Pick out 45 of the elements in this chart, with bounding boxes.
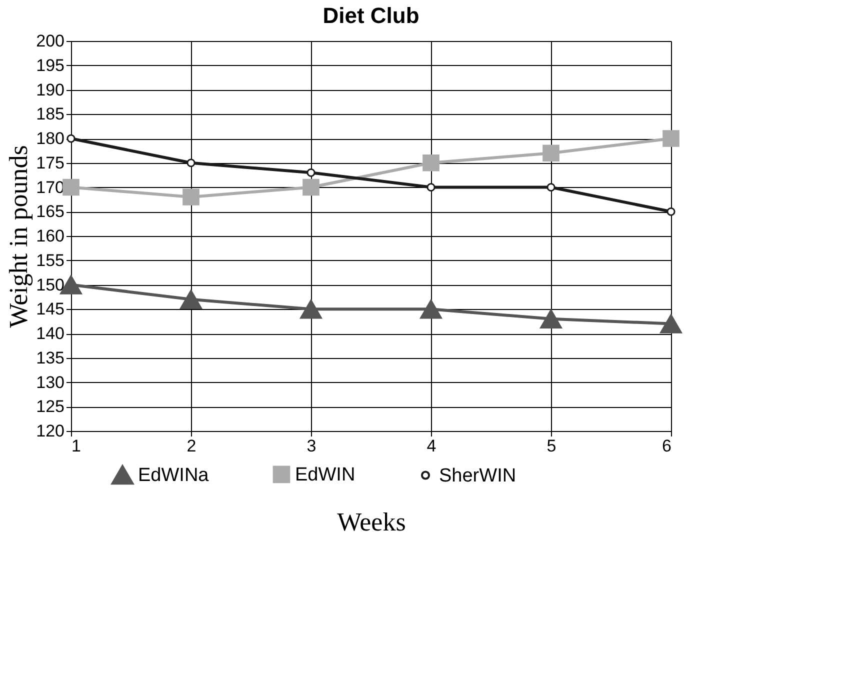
point	[182, 188, 200, 206]
point	[186, 158, 196, 168]
legend-label: EdWIN	[295, 464, 356, 486]
y-tick-label: 120	[36, 422, 64, 440]
point	[300, 300, 322, 319]
y-tick-label: 185	[36, 104, 64, 124]
chart-title: Diet Club	[322, 3, 420, 28]
point	[666, 207, 676, 216]
legend-label: SherWIN	[439, 465, 516, 486]
y-tick-label: 135	[36, 348, 64, 368]
point	[306, 168, 316, 177]
point	[420, 300, 442, 319]
point	[546, 182, 556, 192]
y-tick-label: 180	[36, 129, 64, 148]
x-axis-title: Weeks	[337, 508, 406, 536]
y-tick-label: 175	[36, 153, 64, 172]
y-tick-label: 190	[36, 80, 64, 100]
y-tick-label: 150	[36, 275, 64, 294]
legend-label: EdWINa	[138, 464, 210, 486]
point	[540, 309, 562, 328]
point	[660, 314, 682, 334]
y-tick-label: 195	[36, 56, 64, 75]
x-tick-label: 3	[306, 436, 316, 456]
y-tick-label: 155	[36, 250, 64, 270]
y-tick-label: 140	[36, 324, 64, 343]
y-axis-title: Weight in pounds	[4, 145, 34, 328]
x-tick-label: 6	[662, 436, 672, 456]
x-tick-label: 4	[426, 436, 436, 456]
x-tick-label: 1	[72, 436, 81, 456]
y-tick-label: 165	[36, 202, 64, 222]
point	[302, 178, 320, 196]
y-tick-label: 170	[36, 178, 64, 197]
point	[542, 144, 560, 162]
x-tick-label: 2	[186, 436, 196, 456]
y-tick-label: 200	[36, 32, 64, 50]
point	[180, 290, 202, 309]
point	[422, 154, 440, 172]
y-tick-label: 145	[36, 300, 64, 319]
point	[662, 130, 680, 147]
x-tick-label: 5	[546, 436, 556, 456]
y-tick-label: 130	[36, 372, 64, 392]
y-tick-label: 160	[36, 226, 64, 246]
point	[426, 182, 436, 192]
y-tick-label: 125	[36, 397, 64, 416]
point	[62, 178, 80, 196]
